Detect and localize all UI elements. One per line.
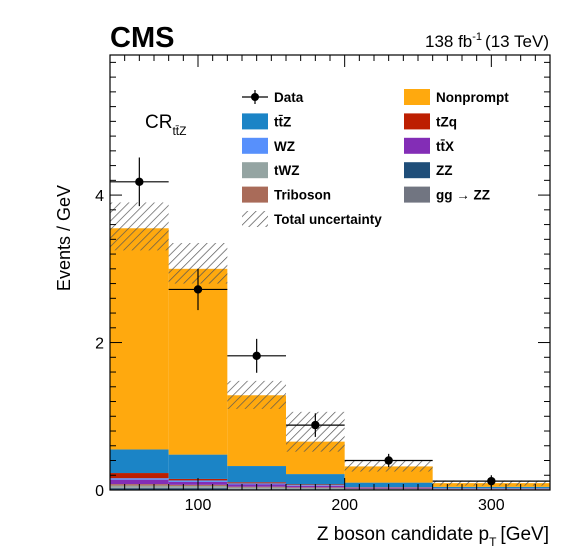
data-point-3 [311,420,320,430]
x-tick-label-200: 200 [331,497,358,514]
legend: Data Nonprompt tt̄Z tZq WZ tt̄X tWZ ZZ Triboson g… [242,89,509,227]
lumi-exponent: -1 [472,31,482,43]
axis-ticks: 100 200 300 0 2 4 [95,55,551,514]
data-point-2 [252,351,261,361]
data-points [110,157,550,488]
uncertainty-bin2 [227,380,286,409]
bar-tt-z-bin3 [286,474,345,485]
bar-tt-z-bin2 [227,466,286,483]
bar-nonprompt-bin0 [110,228,169,450]
x-axis-label-main: Z boson candidate p [317,524,489,545]
bar-wz-bin2 [227,483,286,485]
legend-swatch-nonprompt [404,89,430,105]
legend-label-nonprompt: Nonprompt [436,90,509,105]
legend-swatch-total-uncertainty [242,211,268,227]
legend-swatch-triboson [242,186,268,203]
legend-label-tzq: tZq [436,114,457,129]
bar-wz-bin0 [110,478,169,480]
legend-label-tt-z: tt̄Z [274,114,291,129]
legend-label-zz: ZZ [436,163,453,178]
lumi-label: 138 fb-1 (13 TeV) [425,31,549,51]
legend-label-total-uncertainty: Total uncertainty [274,212,382,227]
x-axis-label-sub: T [489,535,497,549]
region-label: CRtt̄Z [145,112,186,138]
uncertainty-bin0 [110,202,169,251]
bar-tzq-bin0 [110,473,169,479]
legend-label-tt-x: tt̄X [436,139,454,154]
region-main: CR [145,112,172,133]
legend-swatch-gg-zz [404,186,430,203]
bar-tt-x-bin0 [110,479,169,485]
experiment-label: CMS [110,22,174,54]
bar-tt-z-bin0 [110,449,169,474]
lumi-value: 138 fb [425,32,472,51]
legend-label-wz: WZ [274,139,295,154]
bar-tt-z-bin1 [168,454,228,479]
y-tick-label-0: 0 [95,483,104,500]
legend-label-gg-zz: gg → ZZ [436,188,490,203]
x-axis-label-unit: [GeV] [500,524,549,545]
legend-swatch-tzq [404,113,430,130]
legend-marker-data [251,93,259,101]
legend-label-twz: tWZ [274,163,299,178]
bar-tzq-bin2 [227,482,286,484]
x-axis-label: Z boson candidate pT [GeV] [317,524,549,549]
data-point-0 [135,177,144,187]
x-tick-label-100: 100 [185,497,212,514]
y-tick-label-2: 2 [95,336,104,353]
legend-swatch-wz [242,137,268,154]
data-point-1 [193,285,203,294]
legend-label-data: Data [274,90,304,105]
legend-swatch-tt-z [242,113,268,130]
y-tick-label-4: 4 [95,188,104,205]
legend-swatch-tt-x [404,137,430,154]
region-sub: tt̄Z [172,124,186,138]
x-tick-label-300: 300 [478,497,505,514]
data-point-4 [384,456,393,465]
lumi-energy: (13 TeV) [485,32,549,51]
y-axis-label: Events / GeV [54,185,74,291]
legend-label-triboson: Triboson [274,188,331,203]
legend-swatch-zz [404,162,430,179]
legend-swatch-twz [242,162,268,179]
